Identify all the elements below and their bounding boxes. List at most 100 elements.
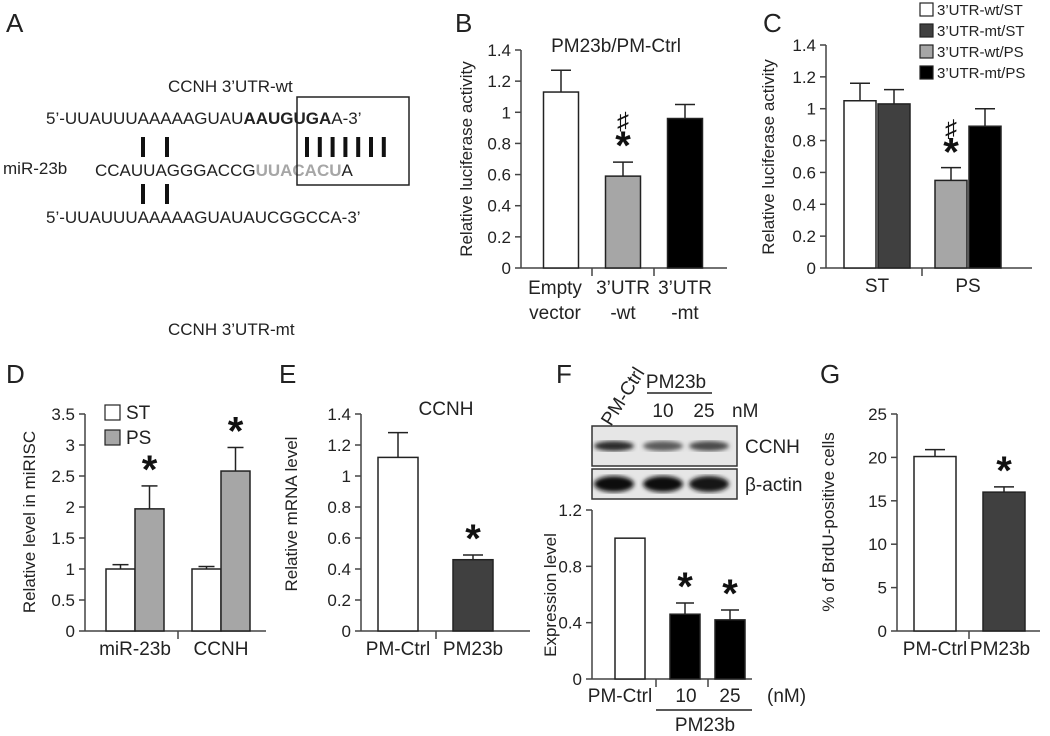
base-pair-bar (141, 137, 145, 157)
panel-g-category-label: PM23b (970, 639, 1030, 660)
panel-c-legend-label: 3’UTR-wt/ST (937, 2, 1023, 19)
panel-g-bar (982, 491, 1026, 632)
blot-band-ccnh (594, 441, 634, 451)
panel-d-category-label: CCNH (194, 639, 249, 660)
mirna-seq-body: CCAUUAGGGACCG (95, 161, 256, 180)
panel-c-legend: 3’UTR-wt/ST 3’UTR-mt/ST 3’UTR-wt/PS 3’UTR-m… (919, 2, 1025, 82)
panel-d-legend-swatch (104, 429, 121, 446)
panel-d-y-axis-label: Relative level in miRISC (20, 431, 39, 613)
base-pair-bar (165, 184, 169, 204)
blot-band-actin (689, 476, 729, 492)
panel-e-category-label: PM23b (443, 639, 503, 660)
panel-c-y-tick-label: 0 (807, 259, 816, 278)
seed-pair-bar (369, 137, 373, 157)
panel-c-legend-swatch (919, 65, 934, 80)
panel-c-legend-label: 3’UTR-wt/PS (937, 44, 1024, 61)
panel-b-hash-mark: ♯ (617, 108, 629, 135)
panel-c-hash-mark: ♯ (945, 116, 957, 143)
panel-e-y-tick-label: 1.2 (327, 436, 351, 455)
panel-f-bar (669, 613, 701, 680)
panel-e-category-label: PM-Ctrl (366, 639, 430, 660)
panel-c-legend-swatch (919, 44, 934, 59)
panel-e-y-tick-label: 0.6 (327, 529, 351, 548)
panel-g-category-label: PM-Ctrl (903, 639, 967, 660)
utr-wt-seed-site: AAUGUGA (243, 109, 331, 128)
blot-unit-label: nM (732, 401, 758, 422)
panel-c-y-tick-label: 1.2 (792, 68, 816, 87)
seed-pair-bar (330, 137, 335, 157)
panel-c-legend-swatch (919, 2, 934, 17)
seed-match-box (296, 96, 410, 186)
panel-f-unit-label: (nM) (767, 686, 806, 707)
panel-e-title: CCNH (419, 399, 474, 420)
panel-d-bar (134, 508, 165, 632)
panel-f-significance-star: * (677, 565, 693, 609)
utr-wt-seq-3prime: A-3’ (331, 109, 361, 128)
panel-d-y-tick-label: 1.5 (51, 529, 75, 548)
panel-c-y-axis-label: Relative luciferase activity (759, 59, 778, 255)
blot-lane-label: 25 (693, 401, 714, 422)
panel-e-y-axis-label: Relative mRNA level (282, 437, 301, 592)
panel-b-title: PM23b/PM-Ctrl (551, 36, 681, 57)
panel-b-category-label: 3’UTR (658, 278, 712, 299)
blot-lane-label: PM-Ctrl (597, 364, 649, 430)
panel-b-y-tick-label: 0.6 (487, 166, 511, 185)
panel-f-category-label: 25 (719, 686, 740, 707)
panel-b-category-label: -mt (671, 303, 699, 324)
panel-b-chart: 0 0.2 0.4 0.6 0.8 1 1.2 1.4 Relative luciferase … (457, 36, 727, 324)
panel-b-category-label: Empty (528, 278, 582, 299)
base-pair-bar (165, 137, 169, 157)
utr-wt-label: CCNH 3’UTR-wt (168, 77, 293, 96)
panel-c-y-tick-label: 0.4 (792, 195, 816, 214)
panel-d-y-tick-label: 3.5 (51, 405, 75, 424)
panel-c-bar (934, 179, 968, 269)
panel-b-category-label: vector (529, 303, 581, 324)
utr-wt-seq-5prime: 5’-UUAUUUAAAAAGUAU (46, 109, 243, 128)
panel-b-y-axis-label: Relative luciferase activity (457, 61, 476, 257)
mirna-seed: UUACACU (256, 161, 342, 180)
panel-d-y-tick-label: 1 (66, 560, 75, 579)
panel-g-significance-star: * (996, 449, 1012, 493)
panel-f-bar (614, 537, 646, 680)
mirna-name-label: miR-23b (3, 159, 67, 178)
panel-b-bar-1 (542, 91, 580, 269)
panel-c-legend-label: 3’UTR-mt/ST (937, 23, 1025, 40)
panel-g-y-tick-label: 0 (878, 622, 887, 641)
panel-d-y-tick-label: 3 (66, 436, 75, 455)
panel-b-y-tick-label: 0.2 (487, 228, 511, 247)
panel-b-category-label: -wt (610, 303, 636, 324)
panel-f-bar (714, 619, 746, 680)
panel-f-category-label: 10 (675, 686, 696, 707)
panel-c-y-tick-label: 1 (807, 100, 816, 119)
panel-e-y-tick-label: 1.4 (327, 405, 351, 424)
panel-f-y-tick-label: 0 (573, 670, 582, 689)
panel-e-chart: 0 0.2 0.4 0.6 0.8 1 1.2 1.4 Relative mRNA level C… (282, 399, 530, 660)
panel-b-y-tick-label: 1 (502, 103, 511, 122)
panel-d-legend-label: PS (126, 428, 151, 449)
panel-g-y-tick-label: 20 (868, 448, 887, 467)
panel-c-legend-swatch (919, 23, 934, 38)
panel-b-y-tick-label: 1.4 (487, 41, 511, 60)
panel-d-chart: 0 0.5 1 1.5 2 2.5 3 3.5 Relative level in miRISC… (20, 405, 266, 660)
panel-c-y-tick-label: 0.2 (792, 227, 816, 246)
panel-c-y-tick-label: 0.8 (792, 132, 816, 151)
mirna-sequence: CCAUUAGGGACCGUUACACUA (95, 161, 354, 180)
panel-g-y-axis-label: % of BrdU-positive cells (819, 432, 838, 612)
panel-c-y-tick-label: 1.4 (792, 36, 816, 55)
panel-d-y-tick-label: 0.5 (51, 591, 75, 610)
panel-d-significance-star: * (142, 448, 158, 492)
panel-letter-d: D (6, 359, 25, 389)
panel-d-y-tick-label: 2 (66, 498, 75, 517)
panel-c-category-st: ST (865, 276, 890, 297)
panel-f-y-tick-label: 0.4 (558, 614, 582, 633)
seed-pair-bar (381, 137, 386, 157)
panel-g-y-tick-label: 25 (868, 405, 887, 424)
panel-f-y-axis-label: Expression level (541, 533, 560, 657)
panel-f-y-tick-label: 0.8 (558, 557, 582, 576)
panel-letter-b: B (455, 8, 472, 38)
panel-e-y-tick-label: 0.2 (327, 591, 351, 610)
utr-mt-sequence: 5’-UUAUUUAAAAAGUAUAUCGGCCA-3’ (46, 208, 361, 227)
panel-c-bar (877, 103, 911, 269)
panel-d-legend: ST PS (104, 403, 151, 449)
